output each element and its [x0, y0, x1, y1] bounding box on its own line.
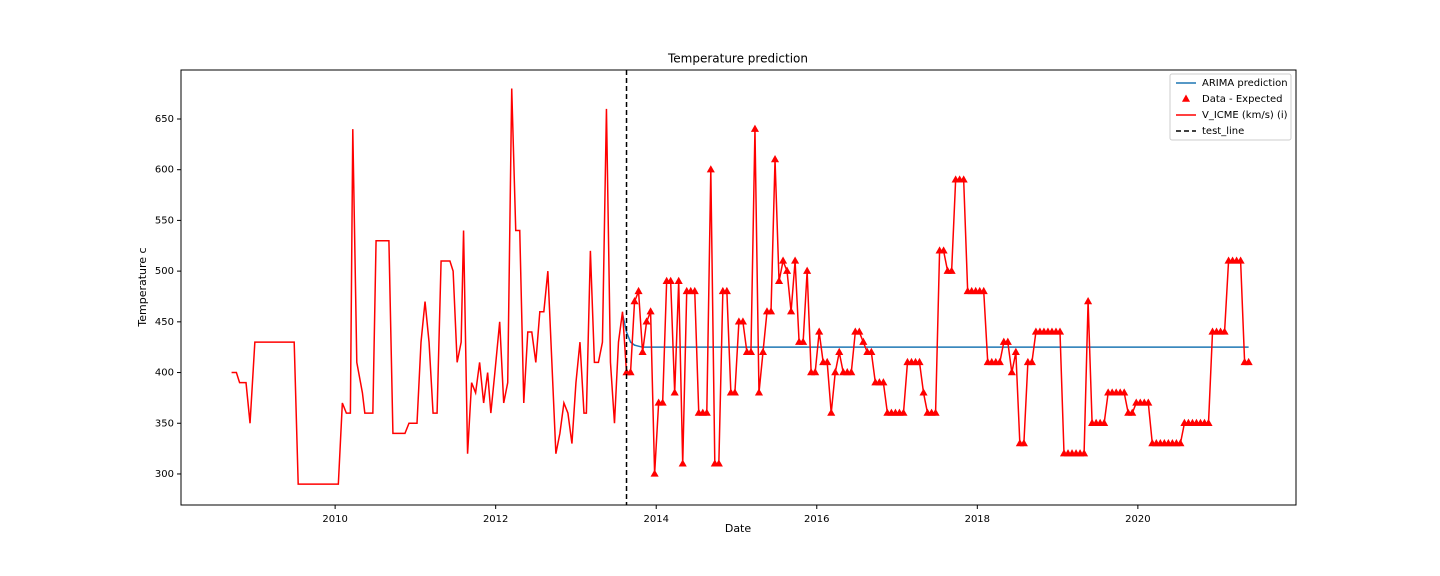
marker: [1204, 418, 1213, 426]
legend-label: ARIMA prediction: [1202, 78, 1288, 89]
legend-label: test_line: [1202, 126, 1244, 137]
marker: [787, 307, 796, 315]
y-tick-label: 550: [155, 215, 174, 226]
marker: [947, 266, 956, 274]
legend-label: V_ICME (km/s) (i): [1202, 110, 1288, 121]
marker: [730, 388, 739, 396]
marker: [791, 256, 800, 264]
y-axis-label: Temperature c: [136, 247, 149, 327]
legend-label: Data - Expected: [1202, 94, 1283, 105]
marker: [847, 368, 856, 376]
marker: [803, 266, 812, 274]
marker: [1220, 327, 1229, 335]
y-tick-label: 650: [155, 114, 174, 125]
marker: [646, 307, 655, 315]
marker: [779, 256, 788, 264]
marker: [746, 347, 755, 355]
marker: [1027, 357, 1036, 366]
marker: [626, 368, 635, 376]
marker: [650, 469, 659, 477]
x-tick-label: 2014: [643, 514, 668, 525]
marker: [815, 327, 824, 335]
marker: [674, 276, 683, 284]
marker: [754, 388, 764, 396]
marker: [1084, 297, 1093, 305]
marker: [1003, 337, 1012, 345]
x-tick-label: 2018: [965, 514, 990, 525]
chart-title: Temperature prediction: [667, 52, 808, 66]
plot-frame: [180, 69, 1297, 506]
marker: [799, 337, 808, 345]
marker: [678, 459, 687, 467]
marker: [879, 378, 888, 386]
marker: [783, 266, 792, 274]
marker: [931, 408, 940, 416]
marker: [959, 175, 968, 183]
marker: [722, 286, 731, 295]
marker: [670, 388, 679, 396]
marker: [899, 408, 908, 416]
marker: [706, 165, 715, 173]
marker: [1120, 388, 1129, 396]
marker: [919, 388, 928, 396]
y-tick-label: 300: [155, 469, 174, 480]
marker: [1055, 327, 1065, 335]
marker: [823, 357, 832, 366]
marker: [758, 347, 768, 355]
y-tick-label: 350: [155, 418, 174, 429]
marker: [1080, 449, 1089, 457]
legend-box: [1169, 73, 1292, 141]
marker: [995, 357, 1004, 366]
marker: [1144, 398, 1153, 406]
marker: [1244, 357, 1253, 366]
marker: [827, 408, 836, 416]
legend-marker: [1181, 94, 1191, 102]
marker: [774, 276, 784, 284]
x-tick-label: 2010: [322, 514, 347, 525]
marker: [630, 297, 639, 305]
x-tick-label: 2012: [483, 514, 508, 525]
marker: [915, 357, 924, 366]
marker: [1128, 408, 1137, 416]
marker: [939, 246, 948, 254]
marker: [770, 155, 780, 163]
marker: [1176, 439, 1185, 447]
marker: [702, 408, 711, 416]
marker: [642, 317, 651, 325]
y-tick-label: 500: [155, 266, 174, 277]
marker: [638, 347, 647, 355]
marker: [1236, 256, 1245, 264]
marker: [750, 124, 760, 132]
marker: [714, 459, 723, 467]
marker: [859, 337, 868, 345]
marker: [766, 307, 776, 315]
marker: [1007, 368, 1016, 376]
y-tick-label: 450: [155, 317, 174, 328]
marker: [738, 317, 747, 325]
y-tick-label: 400: [155, 368, 174, 379]
marker: [831, 368, 840, 376]
x-axis-label: Date: [725, 522, 752, 535]
marker: [1100, 418, 1109, 426]
marker: [867, 347, 876, 355]
marker: [1011, 347, 1020, 355]
x-tick-label: 2016: [804, 514, 829, 525]
marker: [690, 286, 699, 295]
marker: [1019, 439, 1028, 447]
marker: [634, 286, 643, 295]
marker: [855, 327, 864, 335]
marker: [811, 368, 820, 376]
marker: [658, 398, 667, 406]
marker: [979, 286, 988, 295]
marker: [666, 276, 675, 284]
x-tick-label: 2020: [1125, 514, 1150, 525]
marker: [835, 347, 844, 355]
y-tick-label: 600: [155, 165, 174, 176]
